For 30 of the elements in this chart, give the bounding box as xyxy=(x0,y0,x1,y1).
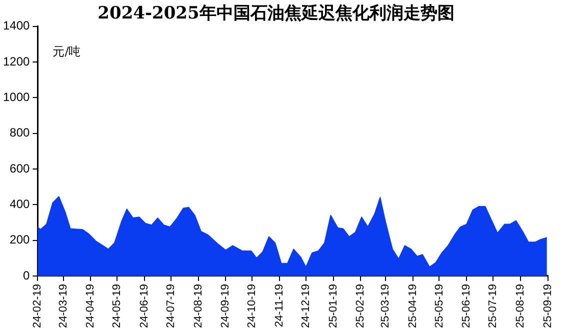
x-tick-label: 25-05-19 xyxy=(433,284,446,328)
y-tick-label: 1000 xyxy=(2,90,30,104)
y-tick-label: 1200 xyxy=(2,54,30,68)
x-tick-label: 25-03-19 xyxy=(379,284,392,328)
x-tick-label: 24-05-19 xyxy=(111,284,124,328)
x-tick-label: 25-02-19 xyxy=(354,284,367,328)
y-tick-label: 0 xyxy=(23,268,30,282)
x-tick-label: 24-06-19 xyxy=(138,284,151,328)
x-tick-label: 25-04-19 xyxy=(406,284,419,328)
x-tick-label: 24-11-19 xyxy=(274,284,286,328)
x-tick-label: 24-02-19 xyxy=(32,284,44,328)
y-tick-label: 400 xyxy=(10,196,30,211)
y-tick-label: 800 xyxy=(10,126,30,140)
x-tick-label: 25-09-19 xyxy=(542,284,554,328)
x-tick-label: 25-06-19 xyxy=(460,284,473,328)
x-tick-label: 24-03-19 xyxy=(57,284,70,328)
x-tick-label: 24-10-19 xyxy=(246,284,258,328)
x-tick-label: 24-04-19 xyxy=(84,284,97,328)
y-tick-label: 200 xyxy=(10,232,30,247)
x-tick-label: 25-07-19 xyxy=(487,284,500,328)
y-tick-label: 600 xyxy=(10,161,30,176)
chart-title: 2024-2025年中国石油焦延迟焦化利润走势图 xyxy=(98,4,454,24)
x-tick-label: 24-09-19 xyxy=(220,284,232,328)
x-tick-label: 24-07-19 xyxy=(164,284,177,328)
x-tick-label: 25-08-19 xyxy=(514,284,526,328)
y-axis-title: 元/吨 xyxy=(52,44,81,59)
x-tick-label: 25-01-19 xyxy=(327,284,340,328)
x-tick-label: 24-08-19 xyxy=(192,284,204,328)
x-tick-label: 24-12-19 xyxy=(300,284,312,328)
y-tick-label: 1400 xyxy=(2,18,30,33)
